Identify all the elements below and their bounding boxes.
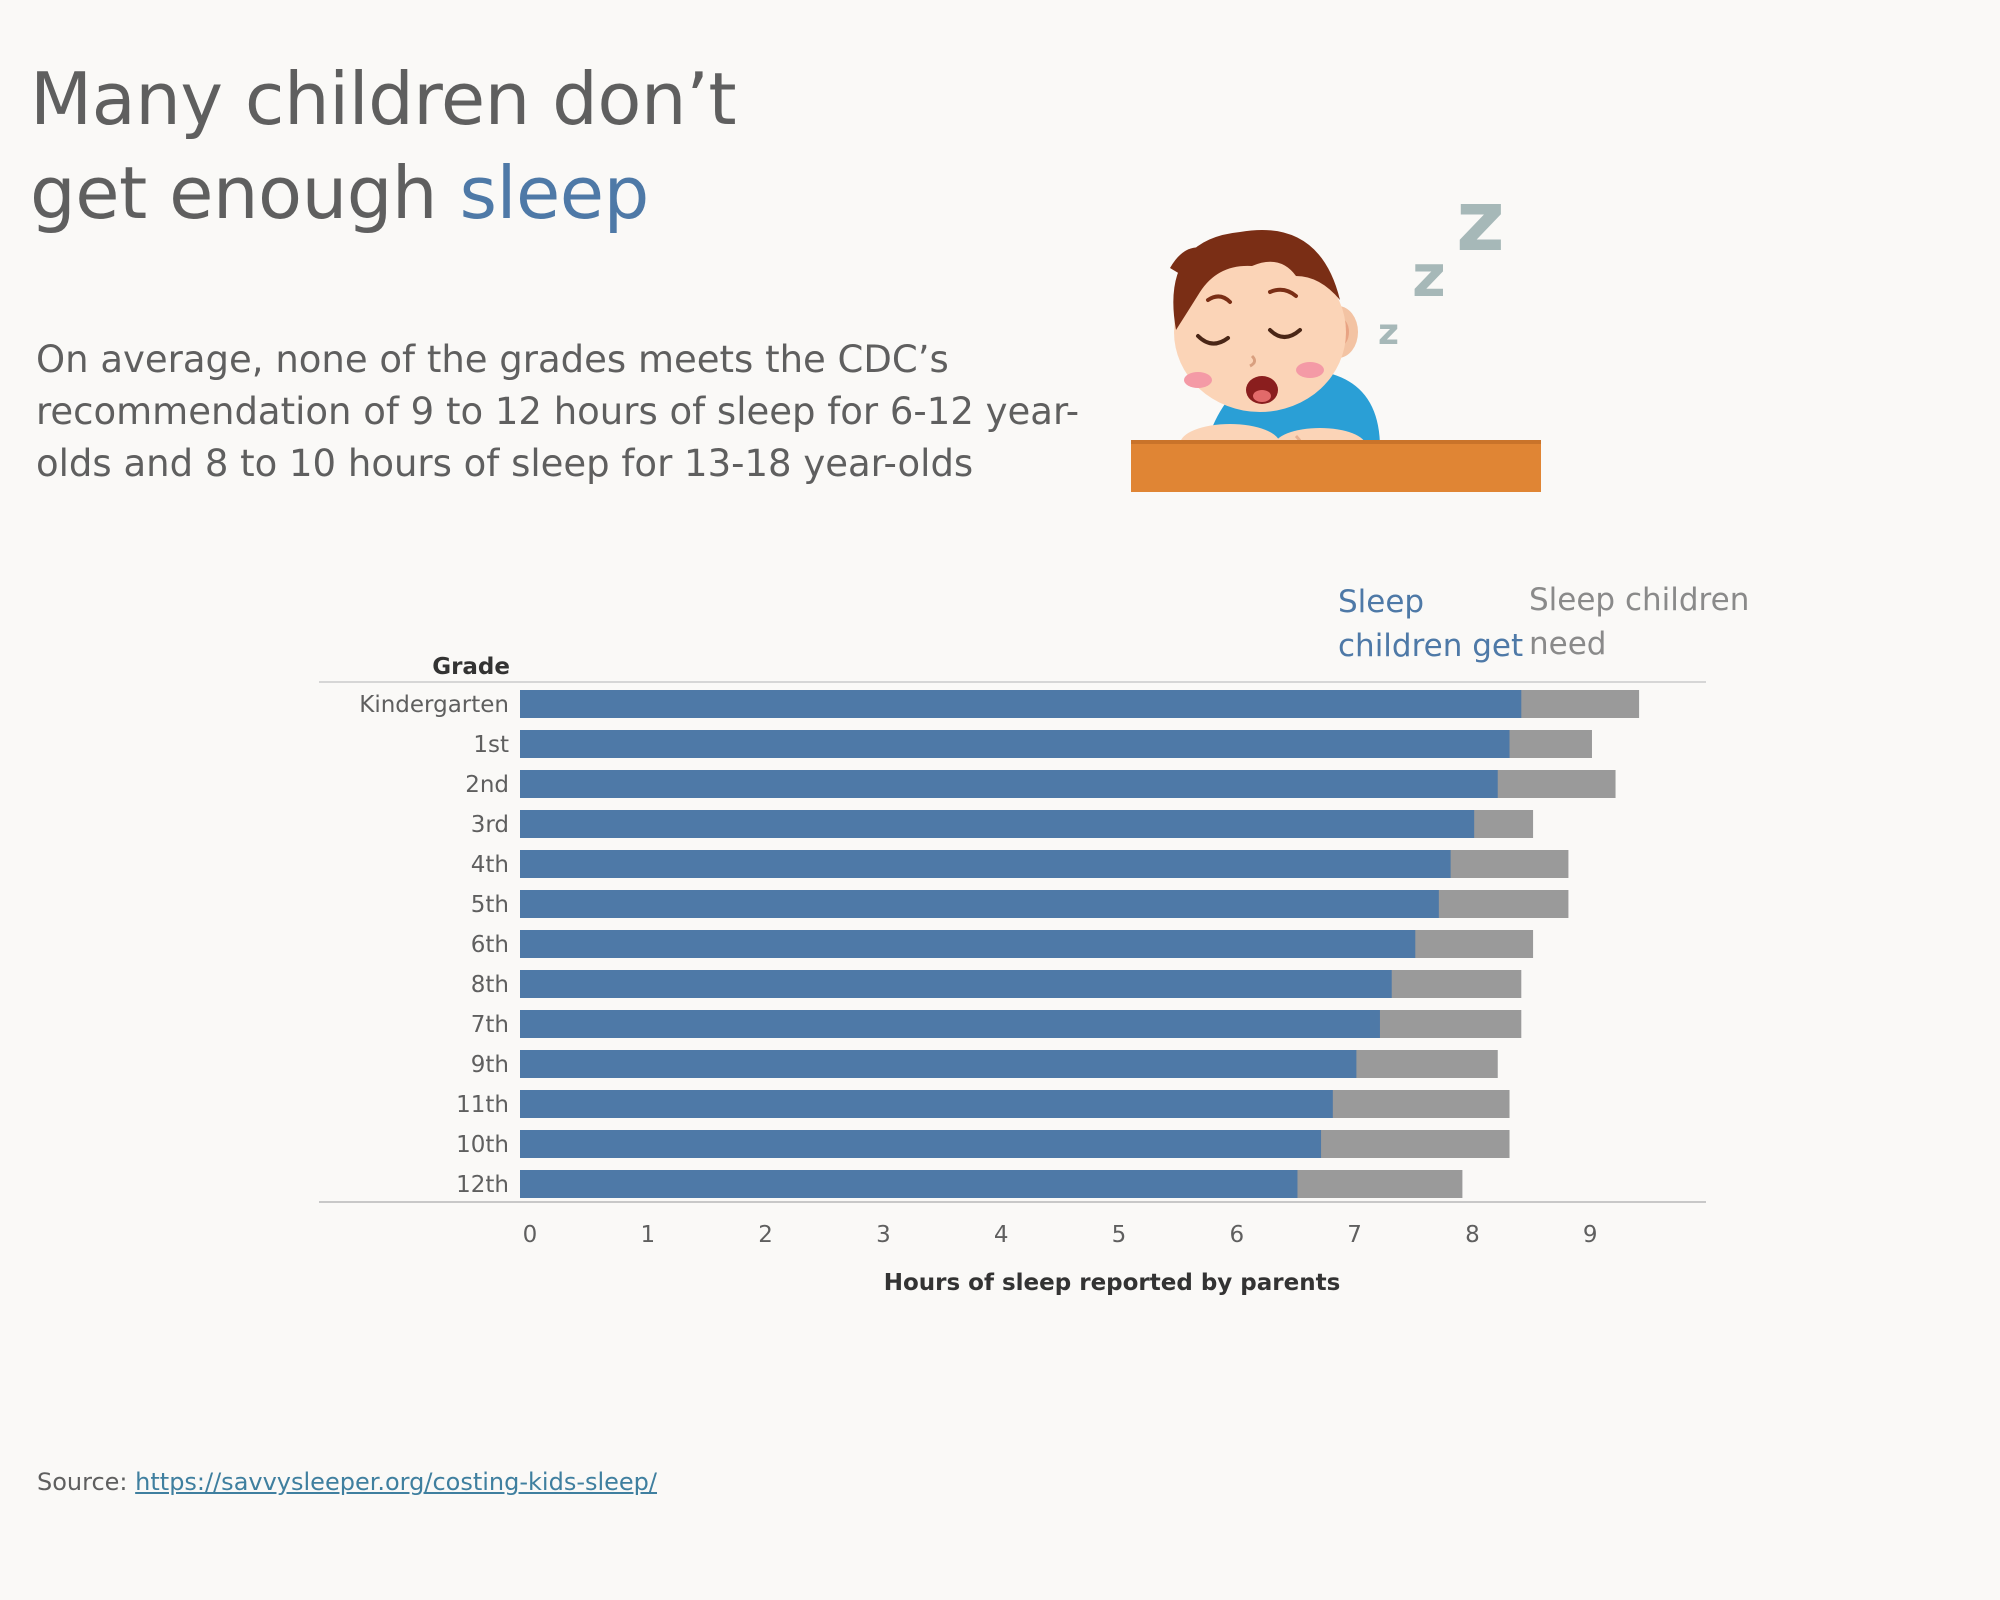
category-label-7th: 7th	[471, 1012, 509, 1038]
bar-get-8th	[520, 970, 1392, 998]
x-tick-label-4: 4	[994, 1222, 1009, 1248]
category-label-3rd: 3rd	[471, 812, 509, 838]
bar-get-12th	[520, 1170, 1298, 1198]
source-link[interactable]: https://savvysleeper.org/costing-kids-sl…	[135, 1468, 658, 1496]
subtitle: On average, none of the grades meets the…	[36, 338, 1080, 485]
x-tick-label-8: 8	[1465, 1222, 1480, 1248]
sleep-bar-chart: Kindergarten 1st 2nd 3rd 4th 5th 6th 8th 7th 9th 1…	[319, 654, 1706, 1296]
x-tick-label-7: 7	[1347, 1222, 1362, 1248]
bar-get-2nd	[520, 770, 1498, 798]
category-label-6th: 6th	[471, 932, 509, 958]
y-axis-header: Grade	[432, 654, 510, 680]
svg-text:z: z	[1456, 180, 1505, 270]
bar-get-6th	[520, 930, 1416, 958]
x-tick-label-2: 2	[758, 1222, 773, 1248]
legend-sleep-children-get: Sleep children get	[1338, 580, 1538, 668]
source-label: Source:	[37, 1468, 136, 1496]
bar-get-7th	[520, 1010, 1380, 1038]
category-label-4th: 4th	[471, 852, 509, 878]
bar-get-11th	[520, 1090, 1333, 1118]
category-label-5th: 5th	[471, 892, 509, 918]
legend-get-label: Sleep children get	[1338, 584, 1524, 664]
x-tick-label-1: 1	[640, 1222, 655, 1248]
category-label-9th: 9th	[471, 1052, 509, 1078]
sleeping-child-icon: z z z	[1131, 180, 1541, 492]
bar-get-1st	[520, 730, 1510, 758]
svg-text:z: z	[1412, 242, 1446, 310]
x-tick-label-3: 3	[876, 1222, 891, 1248]
category-label-11th: 11th	[456, 1092, 509, 1118]
category-labels: Kindergarten 1st 2nd 3rd 4th 5th 6th 8th 7th 9th 1…	[359, 692, 509, 1198]
bar-get-3rd	[520, 810, 1475, 838]
title-line-2-prefix: get enough	[30, 151, 460, 235]
bar-get-kindergarten	[520, 690, 1522, 718]
title-line-1: Many children don’t	[30, 57, 737, 141]
source-note: Source: https://savvysleeper.org/costing…	[37, 1468, 657, 1496]
category-label-12th: 12th	[456, 1172, 509, 1198]
bar-get-4th	[520, 850, 1451, 878]
category-label-kindergarten: Kindergarten	[359, 692, 509, 718]
x-axis-label: Hours of sleep reported by parents	[884, 1270, 1341, 1296]
legend-need-label: Sleep children need	[1529, 582, 1750, 662]
x-tick-label-6: 6	[1229, 1222, 1244, 1248]
category-label-8th: 8th	[471, 972, 509, 998]
category-label-1st: 1st	[473, 732, 509, 758]
bars-layer	[520, 690, 1640, 1198]
legend-sleep-children-need: Sleep children need	[1529, 578, 1759, 666]
x-axis-ticks: 0 1 2 3 4 5 6 7 8 9	[523, 1222, 1598, 1248]
svg-text:z: z	[1378, 312, 1399, 353]
category-label-10th: 10th	[456, 1132, 509, 1158]
title-accent-word: sleep	[459, 151, 649, 235]
bar-get-5th	[520, 890, 1439, 918]
page-title: Many children don’t get enough sleep	[30, 52, 737, 240]
bar-get-9th	[520, 1050, 1357, 1078]
bar-get-10th	[520, 1130, 1322, 1158]
category-label-2nd: 2nd	[465, 772, 509, 798]
x-tick-label-0: 0	[523, 1222, 538, 1248]
x-tick-label-9: 9	[1583, 1222, 1598, 1248]
x-tick-label-5: 5	[1112, 1222, 1127, 1248]
